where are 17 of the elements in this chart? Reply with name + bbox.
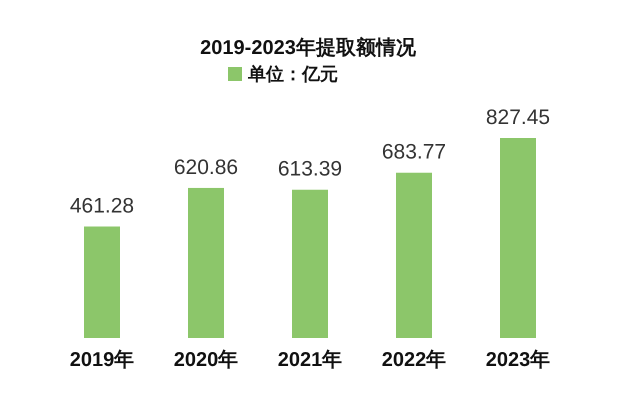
bar xyxy=(292,190,328,338)
chart-title: 2019-2023年提取额情况 xyxy=(200,36,417,59)
data-label: 683.77 xyxy=(382,140,446,164)
x-tick-label: 2021年 xyxy=(278,349,342,371)
legend-label: 单位：亿元 xyxy=(247,64,338,84)
data-label: 827.45 xyxy=(486,106,550,129)
data-label: 613.39 xyxy=(278,158,342,181)
x-tick-label: 2019年 xyxy=(70,349,134,371)
x-tick-label: 2023年 xyxy=(486,349,550,371)
bar xyxy=(500,138,536,338)
data-label: 461.28 xyxy=(70,194,134,218)
x-tick-label: 2022年 xyxy=(382,349,446,371)
bar xyxy=(188,188,224,338)
data-label: 620.86 xyxy=(174,156,238,179)
bar xyxy=(396,172,432,338)
x-tick-label: 2020年 xyxy=(174,349,238,371)
bar xyxy=(84,226,120,338)
